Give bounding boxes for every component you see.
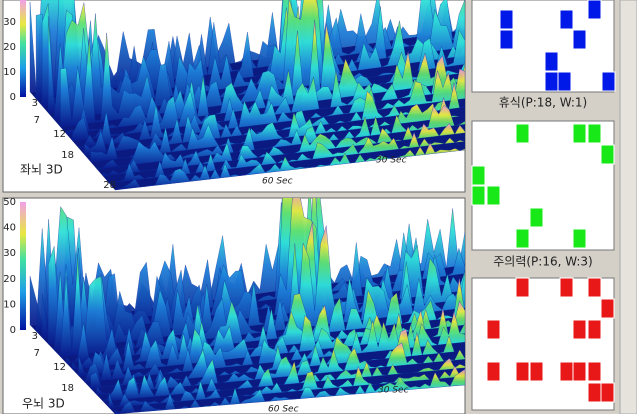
grid-cell [600,144,615,165]
grid-cell [572,29,587,50]
surface-ridge [72,55,465,142]
scrollbar[interactable] [619,0,637,414]
attention-label: 주의력(P:16, W:3) [493,255,593,269]
depth-label: 12 [53,129,66,140]
scale-tick-label: 30 [3,17,16,28]
scale-tick-label: 10 [3,67,16,78]
grid-cell [572,123,587,144]
surface-ridge [90,97,465,163]
surface-ridge [114,368,465,414]
grid-cell [515,361,530,382]
scale-tick-label: 40 [3,223,16,234]
depth-label: 18 [61,150,74,161]
grid-cell [544,51,559,72]
plot-title: 우뇌 3D [22,397,65,411]
depth-label: 7 [34,115,40,126]
scale-tick-label: 10 [3,299,16,310]
scale-tick-label: 50 [3,197,16,208]
scale-tick-label: 0 [10,325,16,336]
grid-cell [486,361,501,382]
depth-label: 18 [61,383,74,394]
grid-cell [572,228,587,249]
grid-cell [601,71,616,92]
grid-cell [572,361,587,382]
grid-cell [515,228,530,249]
scale-tick-label: 0 [10,92,16,103]
depth-label: 7 [34,348,40,359]
depth-label: 3 [32,98,38,109]
surface-ridge [102,358,465,402]
time-label: 30 Sec [376,156,407,166]
surface-ridge [114,142,465,191]
grid-cell [600,298,615,319]
time-label: 60 Sec [262,177,293,187]
grid-cell [515,277,530,298]
color-scale [20,0,26,97]
grid-cell [486,185,501,206]
grid-cell [499,29,514,50]
grid-cell [529,207,544,228]
grid-cell [559,9,574,30]
depth-label: 3 [32,331,38,342]
surface-ridge [96,342,465,396]
rest-label: 휴식(P:18, W:1) [499,96,587,110]
color-scale [20,202,26,330]
depth-label: 28 [103,180,116,191]
scale-tick-label: 20 [3,42,16,53]
grid-cell [471,165,486,186]
grid-cell [471,185,486,206]
grid-cell [587,319,602,340]
top-surface [29,0,465,191]
grid-cell [587,382,602,403]
grid-cell [544,71,559,92]
time-label: 30 Sec [378,386,409,396]
grid-cell [486,319,501,340]
scale-tick-label: 20 [3,274,16,285]
grid-cell [587,0,602,20]
grid-cell [559,361,574,382]
grid-cell [587,123,602,144]
grid-cell [557,71,572,92]
grid-cell [559,277,574,298]
depth-label: 12 [53,362,66,373]
plot-title: 좌뇌 3D [20,163,63,177]
grid-cell [587,361,602,382]
bottom-surface [29,198,465,414]
surface-ridge [102,123,465,177]
scale-tick-label: 30 [3,248,16,259]
grid-cell [572,319,587,340]
grid-cells [471,0,616,403]
grid-cell [499,9,514,30]
grid-cell [600,382,615,403]
grid-cell [529,361,544,382]
grid-cell [515,123,530,144]
grid-cell [587,277,602,298]
time-label: 60 Sec [268,405,299,414]
